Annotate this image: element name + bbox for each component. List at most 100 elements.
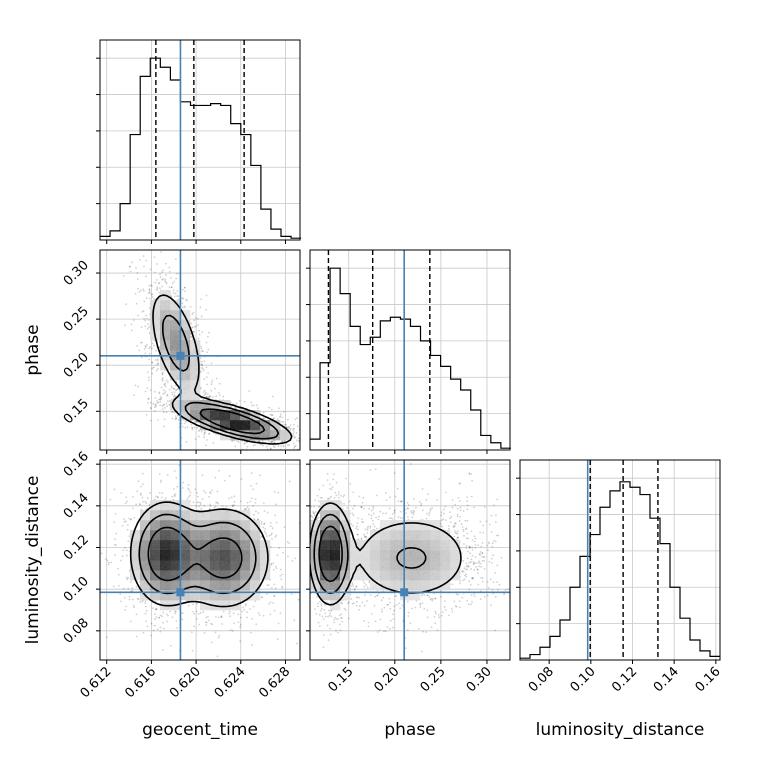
- sample-point: [292, 442, 295, 445]
- sample-point: [148, 284, 151, 287]
- density-cell: [280, 430, 291, 441]
- sample-point: [147, 397, 150, 400]
- sample-point: [277, 451, 279, 453]
- sample-point: [209, 492, 212, 495]
- sample-point: [199, 502, 202, 504]
- sample-point: [204, 663, 206, 665]
- sample-point: [216, 490, 219, 493]
- sample-point: [140, 326, 143, 328]
- sample-point: [307, 434, 309, 436]
- sample-point: [135, 613, 138, 616]
- sample-point: [296, 417, 298, 419]
- density-cell: [180, 410, 191, 421]
- panel-frame: [99, 249, 301, 451]
- sample-point: [121, 525, 124, 527]
- sample-point: [295, 431, 298, 434]
- sample-point: [252, 605, 255, 608]
- sample-point: [215, 395, 218, 398]
- sample-point: [170, 286, 173, 289]
- density-cell: [200, 420, 211, 431]
- sample-point: [302, 420, 304, 422]
- sample-point: [169, 644, 172, 647]
- sample-point: [279, 612, 282, 615]
- sample-point: [186, 497, 189, 500]
- sample-point: [198, 333, 201, 336]
- sample-point: [148, 297, 151, 300]
- sample-point: [283, 452, 285, 454]
- sample-point: [143, 347, 146, 350]
- sample-point: [266, 445, 268, 448]
- sample-point: [175, 620, 178, 622]
- sample-point: [194, 438, 197, 441]
- sample-point: [183, 286, 186, 289]
- sample-point: [131, 590, 134, 592]
- sample-point: [189, 333, 192, 336]
- sample-point: [266, 593, 268, 595]
- sample-point: [298, 437, 300, 440]
- sample-point: [277, 491, 280, 494]
- sample-point: [272, 568, 275, 571]
- sample-point: [263, 530, 266, 533]
- sample-point: [125, 303, 128, 306]
- sample-point: [128, 517, 131, 520]
- sample-point: [157, 496, 159, 498]
- sample-point: [158, 398, 160, 400]
- sample-point: [151, 296, 154, 298]
- sample-point: [158, 282, 161, 284]
- sample-point: [200, 298, 203, 301]
- sample-point: [136, 597, 139, 600]
- sample-point: [336, 458, 338, 460]
- sample-point: [244, 442, 246, 444]
- sample-point: [147, 376, 150, 379]
- sample-point: [217, 636, 220, 639]
- density-cell: [210, 420, 221, 431]
- sample-point: [198, 623, 201, 626]
- sample-point: [156, 496, 159, 499]
- sample-point: [176, 290, 179, 292]
- sample-point: [126, 524, 129, 526]
- sample-point: [155, 349, 157, 352]
- sample-point: [193, 325, 196, 328]
- sample-point: [201, 331, 204, 333]
- sample-point: [218, 394, 221, 397]
- sample-point: [196, 501, 199, 504]
- sample-point: [164, 391, 167, 393]
- histogram-step: [310, 267, 511, 449]
- sample-point: [195, 610, 198, 613]
- sample-point: [155, 608, 158, 611]
- sample-point: [126, 549, 128, 552]
- sample-point: [185, 441, 188, 443]
- density-cell: [190, 370, 201, 381]
- sample-point: [136, 272, 139, 274]
- sample-point: [275, 534, 278, 537]
- sample-point: [114, 543, 117, 546]
- sample-point: [143, 300, 146, 303]
- sample-point: [283, 410, 285, 413]
- sample-point: [196, 602, 198, 605]
- sample-point: [145, 413, 148, 416]
- sample-point: [161, 615, 164, 618]
- sample-point: [206, 615, 209, 618]
- sample-point: [151, 285, 153, 287]
- sample-point: [282, 445, 285, 448]
- sample-point: [285, 426, 288, 429]
- sample-point: [158, 491, 161, 494]
- sample-point: [208, 395, 211, 398]
- density-cell: [220, 400, 231, 411]
- sample-point: [183, 305, 186, 308]
- sample-point: [204, 393, 207, 395]
- sample-point: [286, 418, 289, 421]
- sample-point: [231, 505, 234, 508]
- sample-point: [146, 387, 149, 390]
- sample-point: [200, 363, 203, 366]
- density-cell: [240, 410, 251, 421]
- sample-point: [287, 426, 290, 429]
- sample-point: [149, 284, 152, 287]
- sample-point: [193, 330, 195, 333]
- sample-point: [140, 485, 142, 488]
- density-cell: [190, 390, 201, 401]
- sample-point: [135, 585, 138, 588]
- sample-point: [212, 442, 215, 444]
- sample-point: [270, 414, 273, 417]
- sample-point: [279, 568, 282, 571]
